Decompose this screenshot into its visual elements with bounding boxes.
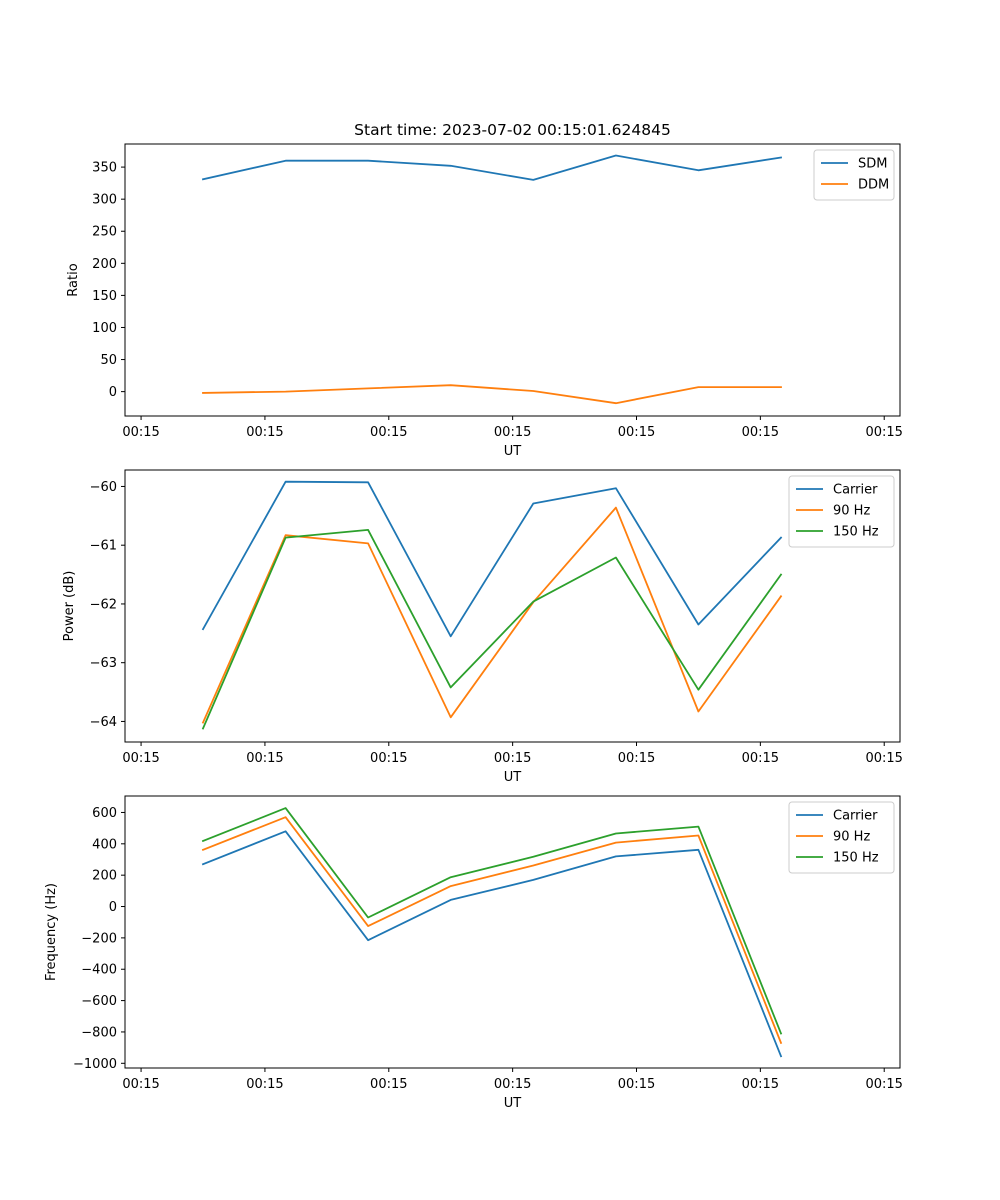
x-axis-label: UT	[504, 770, 522, 785]
x-tick-label: 00:15	[494, 1077, 531, 1092]
axes-frame	[124, 795, 901, 1069]
legend-frame	[788, 801, 895, 874]
legend: SDM DDM	[813, 149, 895, 201]
x-tick-label: 00:15	[122, 425, 159, 440]
y-tick-label: 400	[92, 837, 117, 852]
axes-frame	[124, 469, 901, 743]
y-axis-label: Frequency (Hz)	[44, 883, 59, 981]
chart-panel-2: 00:15 00:15 00:15 00:15 00:15 00:15 00:15 −64 −6…	[62, 469, 903, 785]
y-tick-label: 0	[109, 900, 117, 915]
y-tick-label: −62	[90, 597, 117, 612]
chart-title: Start time: 2023-07-02 00:15:01.624845	[354, 121, 671, 139]
legend-label: 150 Hz	[833, 851, 879, 866]
y-tick-label: 250	[92, 225, 117, 240]
y-tick-label: 200	[92, 869, 117, 884]
legend-label: 150 Hz	[833, 525, 879, 540]
x-tick-label: 00:15	[494, 425, 531, 440]
x-tick-label: 00:15	[865, 751, 902, 766]
legend: Carrier 90 Hz 150 Hz	[788, 475, 895, 548]
x-tick-label: 00:15	[865, 1077, 902, 1092]
y-tick-label: 100	[92, 321, 117, 336]
legend-label: DDM	[858, 178, 889, 193]
series-line-carrier	[201, 480, 783, 638]
legend-frame	[788, 475, 895, 548]
y-tick-label: −800	[81, 1025, 117, 1040]
axes-frame	[124, 143, 901, 417]
x-tick-label: 00:15	[370, 1077, 407, 1092]
legend-label: Carrier	[833, 483, 878, 498]
x-axis-label: UT	[504, 1096, 522, 1111]
x-tick-label: 00:15	[370, 425, 407, 440]
x-tick-label: 00:15	[494, 751, 531, 766]
x-tick-label: 00:15	[742, 751, 779, 766]
legend-label: 90 Hz	[833, 830, 870, 845]
x-tick-label: 00:15	[246, 425, 283, 440]
y-axis-label: Ratio	[66, 263, 81, 296]
x-tick-label: 00:15	[618, 751, 655, 766]
y-tick-label: −63	[90, 656, 117, 671]
series-line-ddm	[202, 384, 782, 405]
x-tick-label: 00:15	[742, 1077, 779, 1092]
y-tick-label: 200	[92, 257, 117, 272]
x-tick-label: 00:15	[122, 1077, 159, 1092]
y-tick-label: 150	[92, 289, 117, 304]
chart-panel-1: 00:15 00:15 00:15 00:15 00:15 00:15 00:15 0 50 10…	[66, 121, 903, 459]
legend-label: Carrier	[833, 809, 878, 824]
legend-label: 90 Hz	[833, 504, 870, 519]
y-tick-label: −400	[81, 963, 117, 978]
series-line-carrier	[201, 830, 783, 1058]
x-tick-label: 00:15	[618, 425, 655, 440]
series-line-sdm	[201, 154, 783, 181]
y-tick-label: 0	[109, 385, 117, 400]
chart-panel-3: 00:15 00:15 00:15 00:15 00:15 00:15 00:15 −1000…	[44, 795, 903, 1111]
x-tick-label: 00:15	[865, 425, 902, 440]
x-tick-label: 00:15	[246, 751, 283, 766]
series-line-150-hz	[201, 807, 783, 1035]
series-line-150-hz	[201, 529, 783, 730]
y-tick-label: −64	[90, 715, 117, 730]
y-tick-label: −61	[90, 539, 117, 554]
x-tick-label: 00:15	[742, 425, 779, 440]
y-axis-label: Power (dB)	[62, 571, 77, 642]
x-tick-label: 00:15	[618, 1077, 655, 1092]
x-axis-label: UT	[504, 444, 522, 459]
y-tick-label: −200	[81, 931, 117, 946]
x-tick-label: 00:15	[246, 1077, 283, 1092]
y-tick-label: 350	[92, 161, 117, 176]
y-tick-label: 50	[100, 353, 117, 368]
series-line-90-hz	[201, 816, 783, 1045]
legend: Carrier 90 Hz 150 Hz	[788, 801, 895, 874]
y-tick-label: −60	[90, 480, 117, 495]
y-tick-label: 300	[92, 193, 117, 208]
y-tick-label: −600	[81, 994, 117, 1009]
x-tick-label: 00:15	[122, 751, 159, 766]
x-tick-label: 00:15	[370, 751, 407, 766]
series-line-90-hz	[201, 506, 783, 724]
legend-label: SDM	[858, 157, 887, 172]
y-tick-label: 600	[92, 806, 117, 821]
y-tick-label: −1000	[73, 1057, 117, 1072]
